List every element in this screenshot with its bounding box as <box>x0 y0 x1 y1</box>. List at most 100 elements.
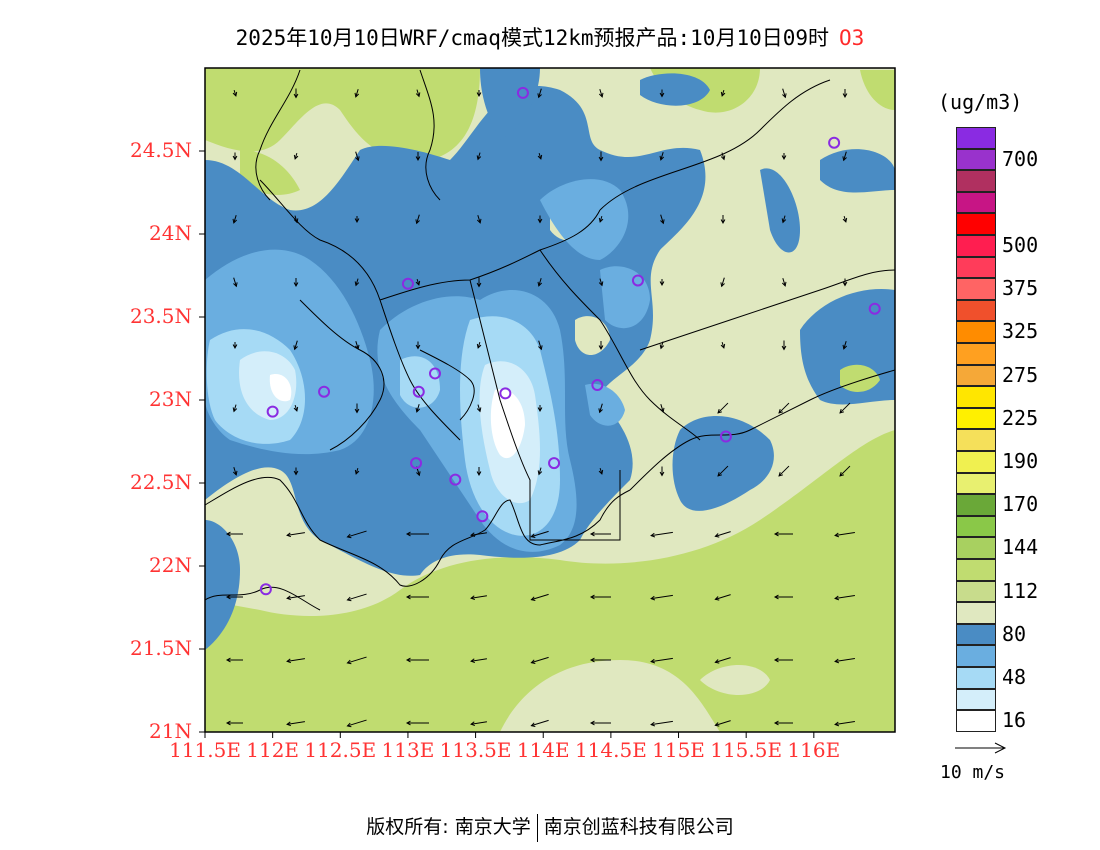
legend-units: (ug/m3) <box>938 90 1023 114</box>
field-blue-dark <box>760 168 800 253</box>
station-marker <box>516 86 529 99</box>
boundary-line <box>255 69 301 201</box>
lon-tick-label: 113E <box>381 738 435 762</box>
field-blue-mid <box>600 266 650 329</box>
colorbar-swatch <box>956 451 996 473</box>
wind-arrow <box>714 594 731 601</box>
wind-arrow <box>354 403 360 414</box>
wind-arrow <box>293 467 299 476</box>
wind-arrow <box>714 531 731 538</box>
field-green-north <box>860 70 895 110</box>
wind-arrow <box>537 405 543 413</box>
wind-arrow <box>405 531 429 537</box>
field-green-south <box>205 430 895 732</box>
wind-arrow <box>834 658 855 664</box>
wind-arrow <box>589 594 611 600</box>
colorbar-swatch <box>956 580 996 603</box>
colorbar-swatch <box>956 127 996 149</box>
field-blue-dark <box>480 68 540 140</box>
colorbar-swatch <box>956 537 996 559</box>
wind-arrow <box>839 465 851 477</box>
field-white <box>269 374 292 402</box>
wind-arrow <box>537 88 542 99</box>
wind-arrow <box>834 595 855 601</box>
footer-right: 南京创蓝科技有限公司 <box>543 816 734 838</box>
field-green-patch <box>840 364 880 392</box>
wind-arrow <box>232 89 238 97</box>
colorbar-swatch <box>956 299 996 322</box>
wind-arrow <box>839 402 851 414</box>
lon-tick-label: 113.5E <box>439 738 512 762</box>
wind-arrow <box>470 658 487 664</box>
wind-arrow <box>589 657 611 663</box>
colorbar-label: 500 <box>1002 233 1039 257</box>
wind-arrow <box>781 215 787 224</box>
wind-arrow <box>842 151 847 162</box>
wind-arrow <box>415 278 421 286</box>
colorbar-label: 275 <box>1002 362 1039 387</box>
monitoring-stations <box>259 86 881 596</box>
wind-arrow <box>537 278 543 287</box>
wind-arrow <box>286 595 305 601</box>
wind-arrow <box>834 721 855 727</box>
colorbar-label: 16 <box>1002 708 1027 733</box>
lat-tick-label: 24N <box>149 221 192 245</box>
wind-arrow <box>293 278 299 288</box>
wind-arrow <box>354 216 360 224</box>
wind-arrow <box>538 340 543 351</box>
field-light-patch <box>500 660 720 732</box>
colorbar-swatch <box>956 645 996 667</box>
wind-arrow <box>720 152 726 161</box>
wind-arrow <box>530 656 549 664</box>
lat-tick-label: 23.5N <box>129 304 192 328</box>
wind-arrow <box>598 89 604 98</box>
boundaries <box>205 69 895 611</box>
wind-arrow <box>530 719 549 727</box>
wind-arrow <box>598 403 603 414</box>
station-marker <box>719 430 732 443</box>
wind-arrow <box>470 532 487 538</box>
wind-arrow <box>530 593 549 601</box>
wind-arrow <box>476 277 482 288</box>
wind-arrow <box>773 657 793 663</box>
colorbar-label: 48 <box>1002 665 1027 689</box>
lon-tick-label: 112.5E <box>304 738 377 762</box>
boundary-line <box>419 69 441 201</box>
title-species: O3 <box>839 26 865 50</box>
lat-tick-label: 24.5N <box>129 138 192 162</box>
colorbar-swatch <box>956 494 996 516</box>
wind-arrow <box>598 278 604 287</box>
copyright-footer: 版权所有: 南京大学 南京创蓝科技有限公司 <box>0 812 1100 842</box>
wind-arrow <box>232 467 238 476</box>
wind-arrow <box>650 720 673 727</box>
wind-arrow <box>286 721 305 727</box>
boundary-line <box>259 179 461 441</box>
wind-arrow <box>293 215 299 224</box>
lon-tick-label: 114E <box>516 738 570 762</box>
concentration-field <box>205 68 895 732</box>
colorbar-label: 80 <box>1002 621 1027 646</box>
station-marker <box>410 457 423 470</box>
colorbar-swatch <box>956 602 996 624</box>
colorbar-swatch <box>956 472 996 495</box>
colorbar-label: 225 <box>1002 405 1039 430</box>
field-blue-pale <box>239 351 297 420</box>
wind-arrow <box>232 404 238 413</box>
wind-arrow <box>470 595 487 601</box>
colorbar-swatch <box>956 213 996 235</box>
lon-tick-label: 114.5E <box>574 738 647 762</box>
station-marker <box>499 387 512 400</box>
wind-arrow <box>781 278 787 287</box>
wind-arrow <box>355 151 360 162</box>
wind-arrow <box>598 341 604 351</box>
wind-arrow <box>293 340 298 351</box>
wind-arrow <box>225 531 243 537</box>
wind-arrow <box>659 341 665 350</box>
colorbar-swatch <box>956 148 996 171</box>
wind-arrow <box>476 152 482 161</box>
wind-arrow <box>773 594 793 600</box>
wind-arrow <box>773 720 793 726</box>
wind-arrow <box>778 465 790 477</box>
colorbar-label: 170 <box>1002 492 1039 517</box>
wind-arrow <box>782 88 787 99</box>
